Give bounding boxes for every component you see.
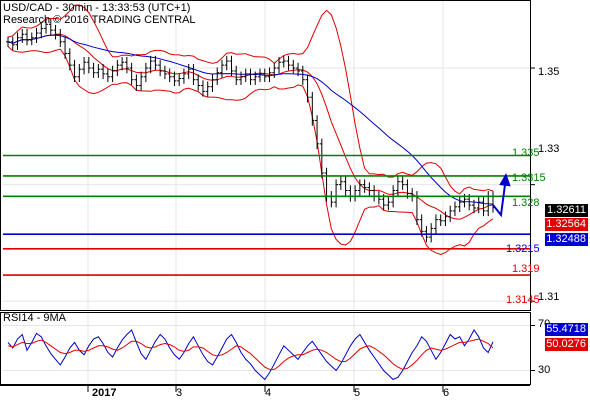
support-resistance-lines	[3, 154, 530, 276]
price-bars	[6, 19, 495, 243]
price-tick-label: 1.31	[538, 291, 560, 303]
time-tick-label: 6	[443, 387, 450, 399]
price-tick-label: 1.33	[538, 143, 560, 155]
bollinger-bands	[7, 4, 494, 256]
rsi-panel	[7, 329, 494, 381]
chart-frame	[0, 0, 531, 386]
rsi-ma-line	[7, 338, 494, 370]
last-price-badge: 1.32611	[545, 204, 588, 217]
forecast-arrow-head	[499, 172, 511, 187]
level-label: 1.3315	[512, 172, 546, 184]
rsi-ma-badge: 50.0276	[545, 338, 588, 351]
level-label: 1.319	[512, 263, 540, 275]
rsi-line	[7, 329, 494, 381]
rsi-label: RSI14 - 9MA	[3, 312, 66, 324]
rsi-panel-border	[0, 312, 531, 385]
forecast-arrow-line	[492, 184, 506, 218]
rsi-tick-label: 30	[538, 364, 551, 376]
level-label: 1.328	[512, 197, 540, 209]
level-label: 1.3215	[506, 243, 540, 255]
level-label: 1.335	[512, 147, 540, 159]
chart-title: USD/CAD - 30min - 13:33:53 (UTC+1)	[3, 2, 191, 14]
time-tick-label: 2017	[92, 387, 117, 399]
bollinger-upper-line	[7, 4, 494, 195]
lower-band-badge: 1.32488	[545, 233, 588, 246]
price-panel-border	[0, 0, 531, 311]
upper-band-badge: 1.32564	[545, 218, 588, 231]
price-tick-label: 1.35	[538, 66, 560, 78]
level-label: 1.3145	[506, 294, 540, 306]
bollinger-middle-line	[7, 33, 494, 220]
time-tick-label: 5	[354, 387, 361, 399]
moving-average-line	[7, 34, 494, 205]
copyright-text: Research © 2016 TRADING CENTRAL	[3, 14, 196, 26]
rsi-value-badge: 55.4718	[545, 323, 588, 336]
bollinger-lower-line	[7, 46, 494, 256]
forecast-arrow	[492, 172, 511, 218]
time-tick-label: 4	[265, 387, 272, 399]
time-tick-label: 3	[176, 387, 183, 399]
